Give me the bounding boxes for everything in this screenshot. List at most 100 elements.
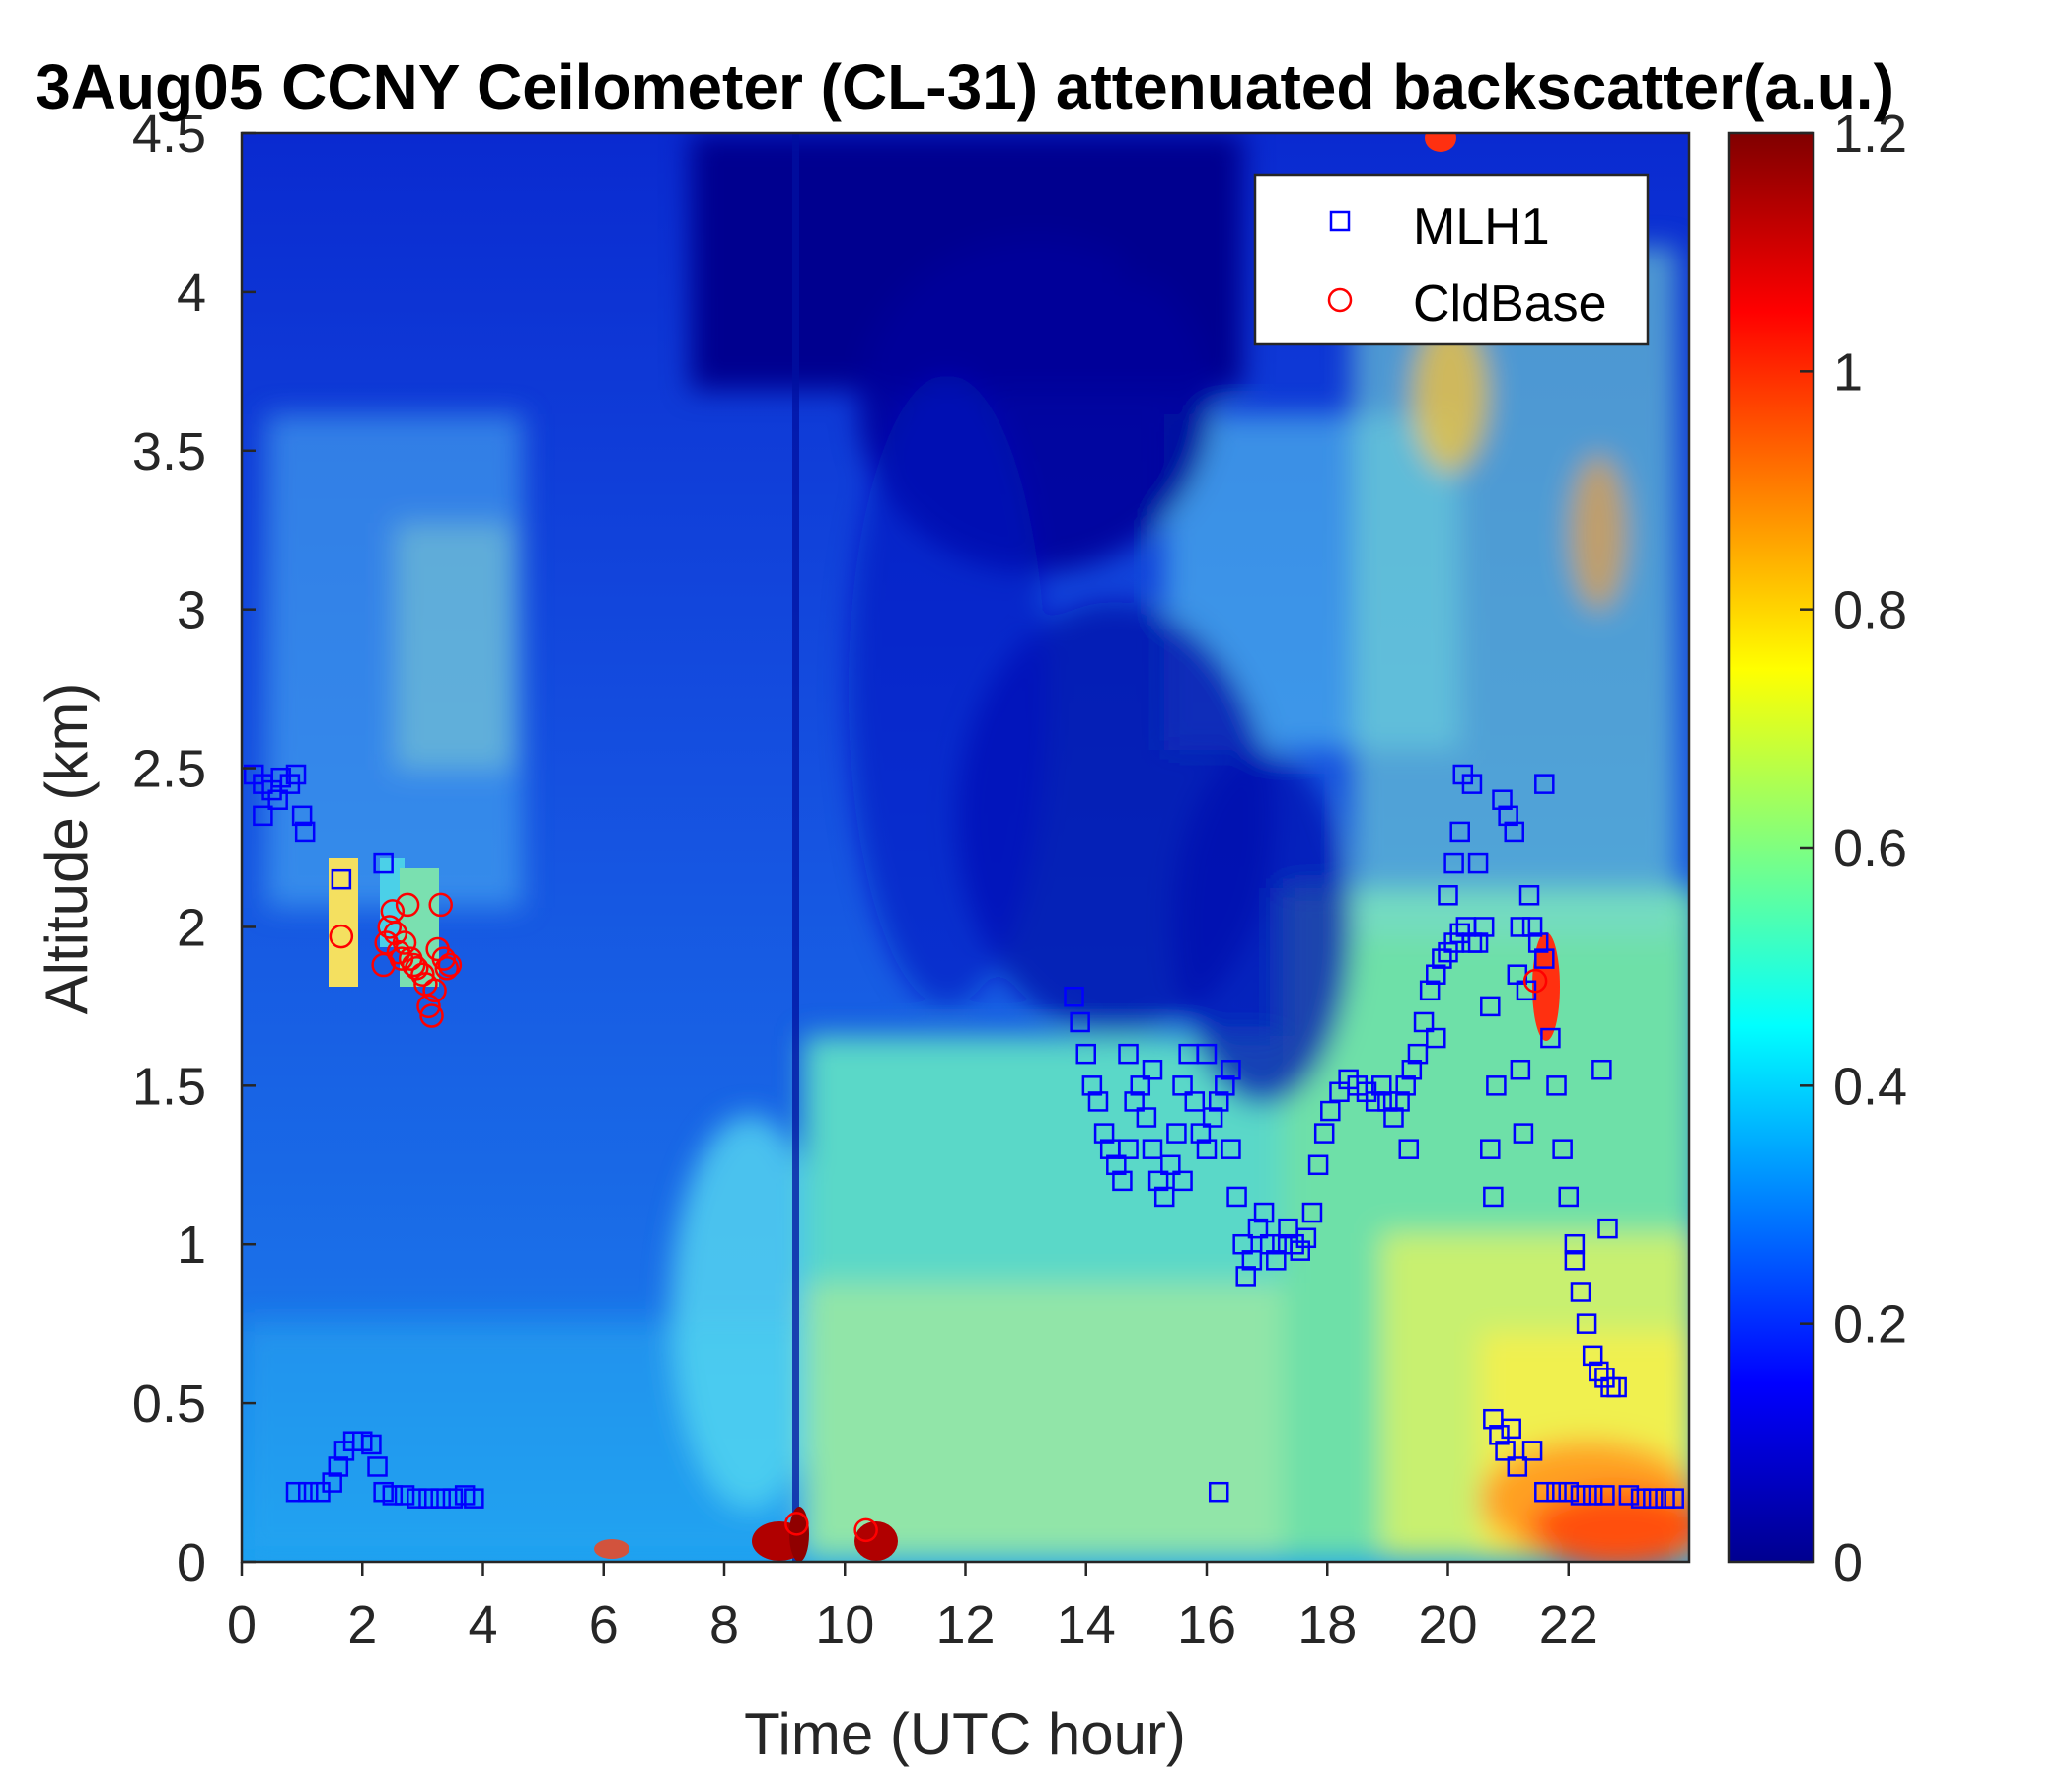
data-layer <box>243 764 1684 1543</box>
mlh1-point <box>1383 1107 1404 1128</box>
mlh1-point <box>373 852 394 874</box>
cldbase-point <box>437 952 463 978</box>
mlh1-point <box>1546 1481 1567 1503</box>
y-tick-label: 2.5 <box>132 740 206 799</box>
x-tick-label: 14 <box>1057 1595 1116 1655</box>
mlh1-point <box>1449 821 1470 843</box>
mlh1-point <box>1534 948 1555 969</box>
mlh1-point <box>1371 1075 1392 1096</box>
mlh1-point <box>1582 1485 1603 1506</box>
series-mlh1 <box>243 764 1684 1509</box>
mlh1-point <box>1489 1425 1510 1445</box>
x-tick-label: 10 <box>815 1595 874 1655</box>
cldbase-point <box>1522 968 1548 994</box>
cldbase-point <box>329 924 354 949</box>
mlh1-point <box>1087 1091 1109 1112</box>
mlh1-point <box>1486 1075 1507 1096</box>
mlh1-point <box>1377 1091 1398 1112</box>
mlh1-point <box>1432 948 1452 969</box>
mlh1-point <box>1564 1250 1586 1271</box>
colorbar-ticks: 0 0.2 0.4 0.6 0.8 1 1.2 <box>1800 105 1907 1592</box>
mlh1-point <box>1507 1456 1528 1477</box>
mlh1-point <box>1093 1123 1115 1144</box>
legend-label-cldbase: CldBase <box>1413 275 1607 333</box>
mlh1-point <box>1124 1091 1145 1112</box>
mlh1-point <box>1064 986 1084 1007</box>
x-tick-label: 18 <box>1297 1595 1357 1655</box>
mlh1-point <box>1136 1107 1157 1128</box>
mlh1-point <box>1558 1481 1579 1503</box>
colorbar-tick-label: 0.2 <box>1833 1295 1907 1355</box>
mlh1-point <box>1190 1123 1212 1144</box>
mlh1-point <box>1480 1139 1501 1159</box>
mlh1-point <box>1320 1100 1341 1122</box>
y-tick-label: 1 <box>177 1216 206 1275</box>
mlh1-point <box>1153 1186 1175 1208</box>
mlh1-point <box>1589 1361 1609 1382</box>
mlh1-point <box>1208 1091 1229 1112</box>
x-tick-label: 22 <box>1539 1595 1598 1655</box>
mlh1-point <box>1166 1123 1187 1144</box>
cldbase-point <box>416 994 441 1019</box>
colorbar-tick-label: 0.6 <box>1833 819 1907 878</box>
x-tick-label: 20 <box>1418 1595 1477 1655</box>
mlh1-point <box>1075 1043 1096 1065</box>
mlh1-point <box>1443 852 1464 874</box>
colorbar-tick-label: 0.4 <box>1833 1057 1907 1116</box>
mlh1-point <box>1521 917 1543 937</box>
mlh1-point <box>1527 932 1549 953</box>
mlh1-point <box>1208 1481 1229 1503</box>
y-axis-label: Altitude (km) <box>34 683 100 1015</box>
chart-title: 3Aug05 CCNY Ceilometer (CL-31) attenuate… <box>36 51 1894 122</box>
mlh1-point <box>1202 1107 1223 1128</box>
mlh1-point <box>1480 996 1501 1017</box>
mlh1-point <box>1534 774 1555 794</box>
mlh1-point <box>430 1488 451 1509</box>
x-tick-label: 12 <box>935 1595 995 1655</box>
mlh1-point <box>1307 1154 1329 1176</box>
y-tick-label: 1.5 <box>132 1057 206 1116</box>
cldbase-point <box>377 915 403 939</box>
mlh1-point <box>291 805 313 827</box>
mlh1-point <box>1518 885 1540 906</box>
mlh1-point <box>267 789 288 810</box>
mlh1-point <box>1142 1059 1163 1080</box>
mlh1-point <box>1266 1250 1287 1271</box>
mlh1-point <box>1301 1202 1323 1223</box>
mlh1-point <box>1426 964 1446 985</box>
y-tick-label: 3 <box>177 581 206 640</box>
mlh1-point <box>442 1488 464 1509</box>
mlh1-point <box>285 1481 307 1503</box>
mlh1-point <box>1582 1345 1603 1367</box>
mlh1-point <box>328 1456 349 1477</box>
mlh1-point <box>1407 1043 1429 1065</box>
colorbar-tick-label: 0.8 <box>1833 581 1907 640</box>
mlh1-point <box>1483 1186 1504 1208</box>
mlh1-point <box>1184 1091 1206 1112</box>
series-cldbase <box>329 892 1548 1543</box>
mlh1-point <box>1253 1202 1275 1223</box>
mlh1-point <box>1106 1154 1127 1176</box>
mlh1-point <box>418 1488 439 1509</box>
mlh1-point <box>1492 789 1513 810</box>
y-tick-label: 4.5 <box>132 105 206 164</box>
mlh1-point <box>1570 1282 1591 1302</box>
mlh1-point <box>294 821 316 843</box>
x-axis-label: Time (UTC hour) <box>744 1701 1186 1767</box>
legend: MLH1 CldBase <box>1253 173 1650 346</box>
legend-box <box>1253 173 1650 346</box>
mlh1-point <box>1594 1485 1615 1506</box>
mlh1-point <box>394 1485 415 1506</box>
mlh1-point <box>1118 1139 1139 1159</box>
colorbar-tick-label: 1 <box>1833 342 1863 402</box>
mlh1-point <box>1221 1139 1241 1159</box>
mlh1-point <box>361 1434 382 1455</box>
mlh1-point <box>1461 774 1483 794</box>
mlh1-point <box>1259 1233 1281 1255</box>
mlh1-point <box>1172 1170 1193 1192</box>
mlh1-point <box>1241 1250 1263 1271</box>
colorbar <box>1727 131 1815 1564</box>
mlh1-point <box>1546 1075 1567 1096</box>
cldbase-point <box>395 892 420 918</box>
